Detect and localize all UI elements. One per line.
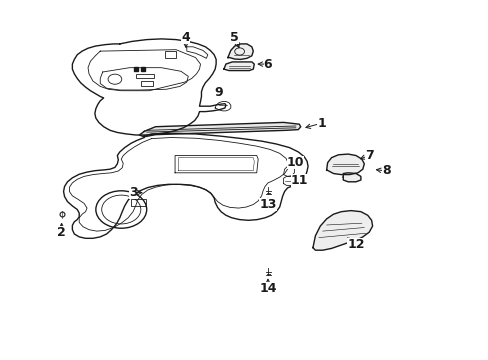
Text: 4: 4: [181, 31, 190, 44]
Text: 7: 7: [364, 149, 373, 162]
Text: 3: 3: [128, 186, 137, 199]
Text: 11: 11: [290, 174, 307, 186]
Polygon shape: [326, 154, 364, 175]
Text: 2: 2: [57, 226, 66, 239]
Polygon shape: [139, 122, 300, 137]
Text: 13: 13: [259, 198, 276, 211]
Text: 5: 5: [230, 31, 239, 44]
Text: 1: 1: [317, 117, 325, 130]
Polygon shape: [224, 62, 254, 71]
Text: 8: 8: [381, 165, 390, 177]
Polygon shape: [227, 44, 253, 59]
Text: 6: 6: [263, 58, 272, 71]
Text: 14: 14: [259, 282, 276, 294]
Text: 10: 10: [286, 156, 304, 169]
Polygon shape: [343, 173, 360, 182]
Polygon shape: [312, 211, 372, 250]
Text: 12: 12: [346, 238, 364, 251]
Text: 9: 9: [214, 86, 223, 99]
